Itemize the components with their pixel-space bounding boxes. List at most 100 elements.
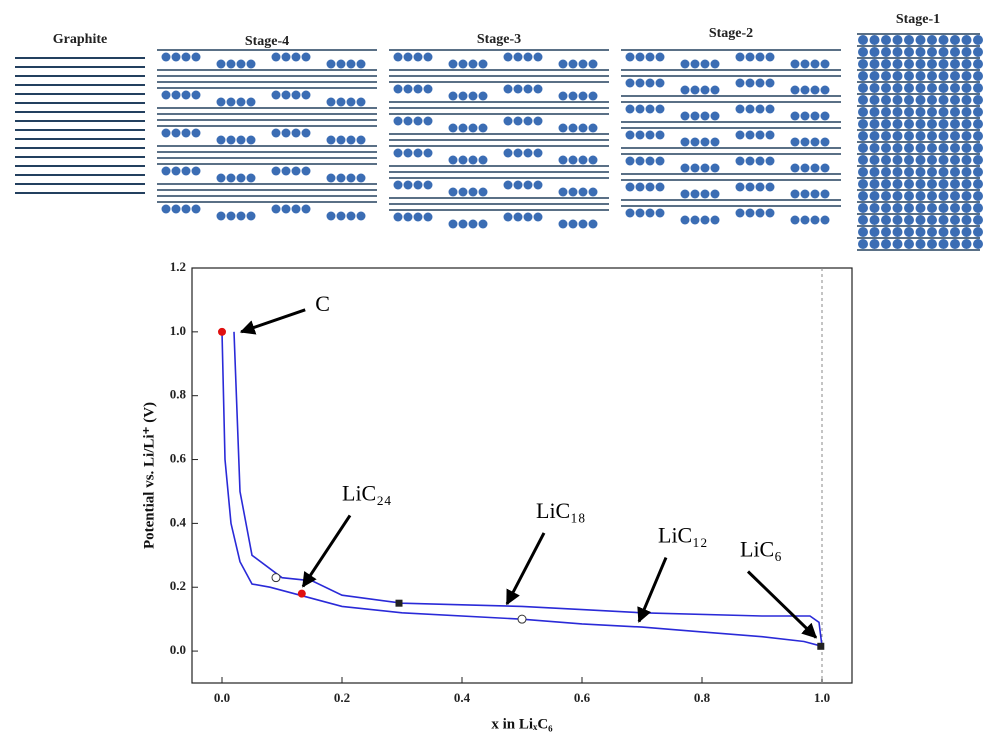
li-ion — [236, 135, 246, 145]
li-ion — [246, 211, 256, 221]
li-ion — [271, 166, 281, 176]
li-ion — [938, 119, 949, 129]
li-ion — [938, 227, 949, 237]
li-ion — [393, 148, 403, 158]
li-ion — [690, 189, 700, 199]
li-ion — [881, 167, 891, 177]
li-ion — [892, 191, 903, 201]
li-ion — [745, 52, 755, 62]
li-ion — [869, 59, 880, 69]
li-ion — [448, 219, 458, 229]
li-ion — [690, 137, 700, 147]
li-ion — [346, 173, 356, 183]
li-ion — [869, 47, 880, 57]
li-ion — [820, 111, 830, 121]
li-ion — [326, 135, 336, 145]
li-ion — [927, 131, 937, 141]
li-ion — [858, 239, 868, 249]
li-ion — [503, 148, 513, 158]
li-ion — [869, 35, 880, 45]
li-ion — [950, 227, 960, 237]
li-ion — [393, 180, 403, 190]
li-ion — [161, 90, 171, 100]
li-ion — [710, 137, 720, 147]
li-ion — [413, 116, 423, 126]
annotation-arrow — [505, 532, 546, 606]
li-ion — [950, 71, 960, 81]
li-ion — [858, 143, 868, 153]
li-ion — [810, 59, 820, 69]
li-ion — [745, 156, 755, 166]
li-ion — [950, 203, 960, 213]
li-ion — [961, 203, 972, 213]
li-ion — [635, 130, 645, 140]
li-ion — [326, 211, 336, 221]
li-ion — [973, 59, 983, 69]
li-ion — [448, 187, 458, 197]
li-ion — [904, 119, 914, 129]
li-ion — [745, 208, 755, 218]
li-ion — [820, 59, 830, 69]
li-ion — [869, 95, 880, 105]
li-ion — [892, 35, 903, 45]
li-ion — [735, 208, 745, 218]
li-ion — [655, 104, 665, 114]
li-ion — [820, 215, 830, 225]
li-ion — [588, 59, 598, 69]
li-ion — [346, 97, 356, 107]
li-ion — [938, 131, 949, 141]
li-ion — [393, 116, 403, 126]
li-ion — [216, 59, 226, 69]
li-ion — [533, 212, 543, 222]
li-ion — [869, 131, 880, 141]
li-ion — [161, 52, 171, 62]
li-ion — [448, 91, 458, 101]
li-ion — [191, 90, 201, 100]
li-ion — [458, 123, 468, 133]
plot: 0.0 0.2 0.4 0.6 0.8 1.0 1.2 0.0 0.2 0.4 0.6 0.8 1.0 x… — [141, 259, 853, 732]
li-ion — [950, 155, 960, 165]
li-ion — [635, 182, 645, 192]
li-ion — [356, 97, 366, 107]
marker — [517, 614, 527, 624]
li-ion — [503, 52, 513, 62]
li-ion — [625, 104, 635, 114]
li-ion — [625, 130, 635, 140]
li-ion — [858, 167, 868, 177]
li-ion — [950, 143, 960, 153]
marker — [218, 327, 226, 336]
li-ion — [869, 83, 880, 93]
li-ion — [915, 59, 926, 69]
li-ion — [927, 119, 937, 129]
li-ion — [800, 137, 810, 147]
li-ion — [655, 156, 665, 166]
li-ion — [393, 212, 403, 222]
li-ion — [468, 123, 478, 133]
li-ion — [236, 59, 246, 69]
li-ion — [892, 143, 903, 153]
li-ion — [478, 219, 488, 229]
li-ion — [765, 130, 775, 140]
li-ion — [735, 130, 745, 140]
li-ion — [881, 215, 891, 225]
li-ion — [927, 143, 937, 153]
li-ion — [291, 52, 301, 62]
li-ion — [881, 119, 891, 129]
li-ion — [588, 123, 598, 133]
li-ion — [927, 83, 937, 93]
li-ion — [336, 97, 346, 107]
li-ion — [171, 52, 181, 62]
li-ion — [961, 179, 972, 189]
li-ion — [810, 163, 820, 173]
li-ion — [226, 135, 236, 145]
marker — [271, 573, 281, 583]
li-ion — [881, 203, 891, 213]
li-ion — [790, 163, 800, 173]
li-ion — [336, 211, 346, 221]
li-ion — [904, 95, 914, 105]
li-ion — [973, 167, 983, 177]
li-ion — [915, 155, 926, 165]
li-ion — [625, 52, 635, 62]
li-ion — [735, 78, 745, 88]
li-ion — [533, 180, 543, 190]
